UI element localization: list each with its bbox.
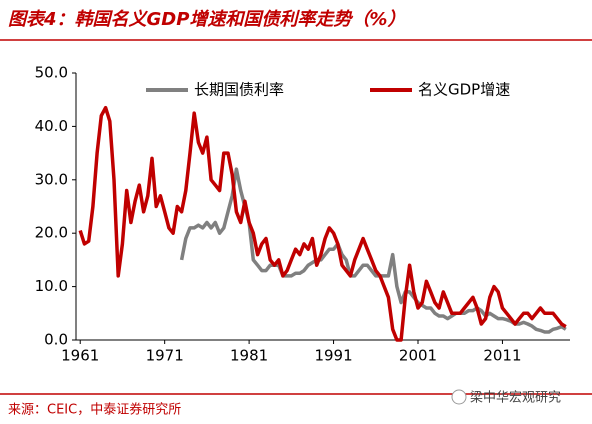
source: 来源：CEIC，中泰证券研究所 — [8, 402, 181, 418]
watermark-icon — [451, 389, 467, 405]
series-line — [179, 167, 567, 334]
x-tick-label: 1981 — [230, 347, 268, 365]
legend-label: 名义GDP增速 — [418, 81, 510, 99]
series-line — [78, 105, 567, 342]
y-tick-label: 0.0 — [44, 331, 68, 349]
y-tick-label: 20.0 — [35, 224, 68, 242]
x-tick-label: 1961 — [61, 347, 99, 365]
chart-title: 图表4：韩国名义GDP增速和国债利率走势（%） — [8, 9, 405, 30]
y-tick-label: 40.0 — [35, 117, 68, 135]
y-tick-label: 50.0 — [35, 64, 68, 82]
x-tick-label: 1991 — [314, 347, 352, 365]
y-tick-label: 30.0 — [35, 170, 68, 188]
x-tick-label: 1971 — [146, 347, 184, 365]
watermark: 梁中华宏观研究 — [470, 391, 561, 406]
x-tick-label: 2001 — [399, 347, 437, 365]
legend-label: 长期国债利率 — [194, 81, 284, 99]
x-tick-label: 2011 — [483, 347, 521, 365]
y-tick-label: 10.0 — [35, 277, 68, 295]
